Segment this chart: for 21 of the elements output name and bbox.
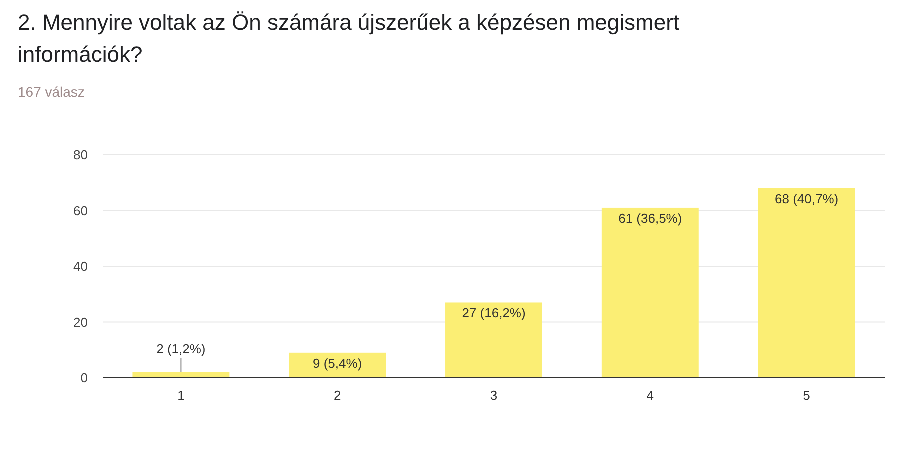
y-tick-label: 20: [74, 314, 88, 330]
data-label: 27 (16,2%): [462, 306, 526, 321]
y-tick-label: 80: [74, 148, 88, 163]
y-tick-label: 0: [80, 370, 88, 386]
x-tick-label: 5: [803, 388, 810, 403]
y-tick-label: 40: [74, 259, 88, 274]
data-label: 68 (40,7%): [775, 191, 839, 206]
bar: [132, 372, 230, 378]
x-tick-label: 1: [178, 388, 185, 403]
data-label: 61 (36,5%): [618, 210, 682, 226]
x-tick-label: 3: [490, 388, 498, 403]
y-tick-label: 60: [74, 203, 88, 218]
x-tick-label: 4: [646, 388, 654, 403]
bar: [446, 302, 542, 378]
chart-title: 2. Mennyire voltak az Ön számára újszerűek a képzésen megismert információk?: [18, 10, 680, 67]
x-tick-label: 2: [334, 388, 342, 403]
bar: [758, 188, 856, 378]
chart-subtitle: 167 válasz: [18, 84, 85, 100]
data-label: 2 (1,2%): [156, 341, 206, 356]
bar: [602, 208, 699, 378]
data-label: 9 (5,4%): [313, 356, 362, 371]
